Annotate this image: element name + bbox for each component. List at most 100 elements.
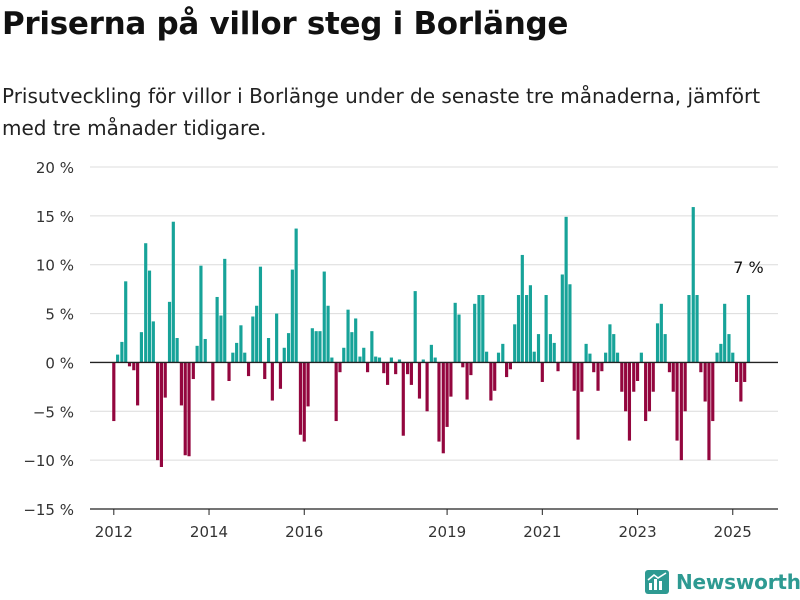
bar: [441, 362, 445, 454]
bar: [746, 295, 751, 363]
bar: [703, 362, 707, 402]
bar: [671, 362, 675, 392]
bar: [723, 303, 727, 363]
bar: [465, 362, 469, 400]
bar: [715, 352, 719, 363]
bar: [330, 357, 334, 363]
y-tick-label: −15 %: [23, 501, 74, 519]
bar: [632, 362, 636, 392]
bar: [183, 362, 187, 456]
bar: [580, 362, 584, 392]
bar: [425, 362, 429, 412]
bar: [215, 296, 219, 363]
bar: [405, 362, 410, 375]
bar: [620, 362, 624, 392]
bar: [382, 362, 386, 374]
bar: [219, 315, 223, 363]
brand-logo: Newsworthy: [645, 570, 800, 594]
bar: [659, 303, 663, 363]
bar: [711, 362, 715, 422]
x-tick-label: 2012: [95, 523, 133, 541]
bar: [691, 207, 695, 363]
bar: [342, 347, 346, 363]
bar: [469, 362, 473, 376]
bar: [270, 362, 274, 401]
bar: [314, 331, 318, 363]
bar: [731, 352, 735, 363]
bar: [528, 285, 532, 363]
bar: [278, 362, 283, 389]
bar: [612, 334, 616, 363]
bar: [477, 295, 481, 363]
bar: [251, 316, 255, 363]
bar: [401, 362, 405, 436]
bar: [275, 313, 279, 363]
bar: [167, 301, 172, 363]
brand-name: Newsworthy: [676, 570, 800, 594]
annotations: 7 %: [733, 258, 763, 277]
bar: [258, 266, 263, 363]
y-tick-label: 15 %: [36, 208, 74, 226]
bar: [413, 291, 417, 363]
bar: [370, 331, 374, 363]
y-tick-label: 10 %: [36, 257, 74, 275]
bar: [624, 362, 628, 412]
bar: [461, 362, 465, 368]
x-axis-tick-labels: 2012 2014 2016 2019 2021 2023 2025: [95, 523, 752, 541]
bar: [246, 362, 251, 377]
bar: [508, 362, 512, 370]
bar: [397, 359, 402, 363]
bar: [263, 362, 267, 380]
bar: [663, 334, 667, 363]
x-tick-label: 2016: [285, 523, 323, 541]
bar: [552, 342, 556, 363]
bar: [120, 341, 124, 363]
bar: [496, 352, 501, 363]
chart-subtitle: Prisutveckling för villor i Borlänge und…: [2, 84, 761, 140]
bar: [687, 295, 691, 363]
y-axis-tick-labels: −15 % −10 % −5 % 0 % 5 % 10 % 15 % 20 %: [23, 159, 74, 519]
bar: [223, 258, 227, 363]
bar: [596, 362, 600, 391]
bar: [683, 362, 687, 412]
bar: [266, 338, 271, 363]
bar: [417, 362, 422, 399]
bar: [505, 362, 509, 378]
bar: [734, 362, 739, 382]
bar: [394, 362, 398, 375]
bar: [437, 362, 441, 442]
bar: [282, 347, 286, 363]
y-tick-label: −5 %: [33, 403, 74, 421]
bar: [195, 345, 199, 363]
bar: [243, 352, 247, 363]
bar: [525, 295, 529, 363]
bar: [187, 362, 191, 457]
bar: [132, 362, 136, 371]
x-tick-label: 2023: [618, 523, 656, 541]
bar: [421, 359, 425, 363]
bar: [159, 362, 163, 467]
bar: [302, 362, 306, 442]
bar: [548, 334, 552, 363]
bar: [354, 318, 358, 363]
bar: [377, 357, 382, 363]
bar: [615, 352, 620, 363]
bar: [365, 362, 370, 373]
bar: [318, 331, 322, 363]
bar: [453, 302, 457, 363]
bar: [556, 362, 560, 372]
bar-series: [112, 207, 751, 467]
bar: [239, 325, 243, 363]
bar: [608, 324, 612, 363]
bar: [604, 352, 608, 363]
bar: [290, 269, 294, 363]
bar: [675, 362, 679, 441]
bar: [707, 362, 711, 461]
bar: [568, 284, 572, 363]
bar: [191, 362, 195, 380]
bar: [536, 334, 541, 363]
y-tick-label: 20 %: [36, 159, 74, 177]
x-tick-label: 2025: [714, 523, 752, 541]
y-tick-label: 0 %: [45, 354, 74, 372]
bar: [362, 347, 366, 363]
